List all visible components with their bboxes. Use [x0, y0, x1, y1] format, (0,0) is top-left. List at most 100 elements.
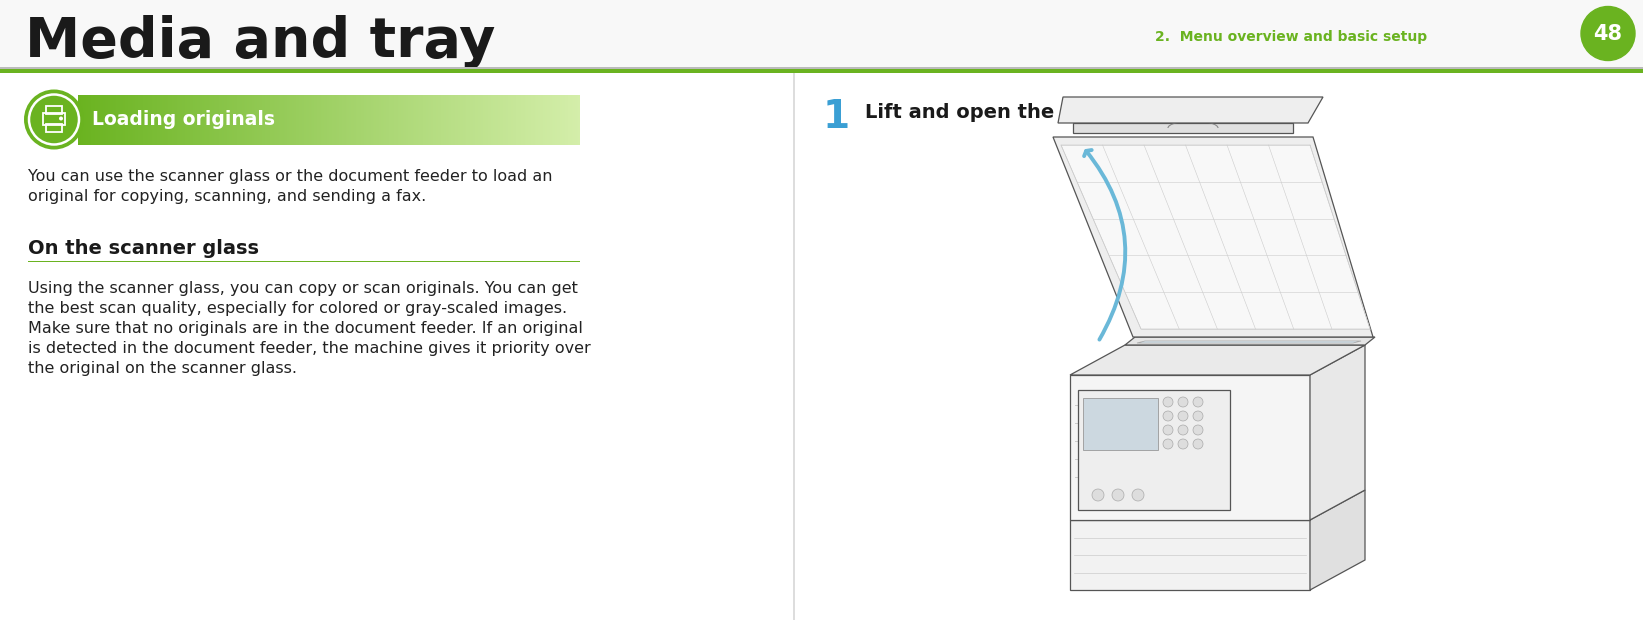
Bar: [445, 94, 447, 144]
Bar: [462, 94, 463, 144]
Bar: [378, 94, 380, 144]
Bar: [437, 94, 440, 144]
Bar: [532, 94, 536, 144]
Bar: [230, 94, 232, 144]
Bar: [284, 94, 286, 144]
Bar: [536, 94, 537, 144]
Bar: [412, 94, 414, 144]
Bar: [472, 94, 473, 144]
Bar: [204, 94, 205, 144]
Bar: [453, 94, 455, 144]
Circle shape: [1193, 425, 1203, 435]
Bar: [314, 94, 315, 144]
Bar: [335, 94, 338, 144]
Bar: [301, 94, 302, 144]
Bar: [250, 94, 253, 144]
Bar: [283, 94, 284, 144]
Polygon shape: [1078, 390, 1231, 510]
Bar: [439, 94, 442, 144]
Bar: [537, 94, 539, 144]
Bar: [150, 94, 153, 144]
Text: the best scan quality, especially for colored or gray-scaled images.: the best scan quality, especially for co…: [28, 301, 567, 316]
Bar: [117, 94, 118, 144]
Bar: [297, 94, 299, 144]
Text: Media and tray: Media and tray: [25, 14, 496, 69]
Bar: [549, 94, 550, 144]
Bar: [343, 94, 347, 144]
Bar: [0, 0, 1643, 67]
Bar: [365, 94, 366, 144]
Bar: [478, 94, 480, 144]
Bar: [136, 94, 138, 144]
Bar: [554, 94, 555, 144]
Bar: [145, 94, 148, 144]
Bar: [220, 94, 222, 144]
Bar: [403, 94, 404, 144]
Bar: [191, 94, 192, 144]
Bar: [452, 94, 453, 144]
Bar: [207, 94, 209, 144]
Circle shape: [1112, 489, 1124, 501]
Bar: [389, 94, 391, 144]
Bar: [542, 94, 544, 144]
Bar: [483, 94, 485, 144]
Bar: [434, 94, 437, 144]
Circle shape: [1193, 411, 1203, 421]
Bar: [508, 94, 511, 144]
Bar: [166, 94, 169, 144]
Bar: [294, 94, 296, 144]
Bar: [289, 94, 291, 144]
Bar: [186, 94, 187, 144]
Bar: [518, 94, 521, 144]
Bar: [246, 94, 250, 144]
Bar: [495, 94, 496, 144]
Bar: [386, 94, 388, 144]
Bar: [176, 94, 177, 144]
Bar: [371, 94, 373, 144]
Bar: [110, 94, 112, 144]
Bar: [210, 94, 212, 144]
Bar: [135, 94, 136, 144]
Bar: [449, 94, 450, 144]
Bar: [268, 94, 269, 144]
Bar: [173, 94, 174, 144]
Polygon shape: [1083, 398, 1158, 450]
Bar: [442, 94, 445, 144]
Bar: [529, 94, 532, 144]
Bar: [189, 94, 191, 144]
Bar: [391, 94, 393, 144]
Bar: [251, 94, 255, 144]
Bar: [79, 94, 82, 144]
Bar: [527, 94, 531, 144]
Bar: [205, 94, 207, 144]
Bar: [184, 94, 186, 144]
Bar: [154, 94, 158, 144]
Bar: [375, 94, 376, 144]
Bar: [550, 94, 552, 144]
Circle shape: [1581, 6, 1635, 61]
Bar: [307, 94, 309, 144]
Polygon shape: [1070, 345, 1365, 375]
Bar: [458, 94, 460, 144]
Bar: [265, 94, 266, 144]
Bar: [370, 94, 371, 144]
Bar: [360, 94, 361, 144]
Bar: [463, 94, 465, 144]
Bar: [99, 94, 100, 144]
Bar: [227, 94, 228, 144]
Bar: [481, 94, 483, 144]
Bar: [340, 94, 343, 144]
Bar: [575, 94, 577, 144]
Circle shape: [1093, 489, 1104, 501]
Polygon shape: [1053, 137, 1374, 337]
Bar: [485, 94, 486, 144]
Bar: [376, 94, 378, 144]
Bar: [153, 94, 156, 144]
Bar: [199, 94, 200, 144]
Bar: [177, 94, 179, 144]
Bar: [312, 94, 314, 144]
Bar: [399, 94, 401, 144]
Bar: [509, 94, 513, 144]
Bar: [421, 94, 424, 144]
Bar: [260, 94, 263, 144]
